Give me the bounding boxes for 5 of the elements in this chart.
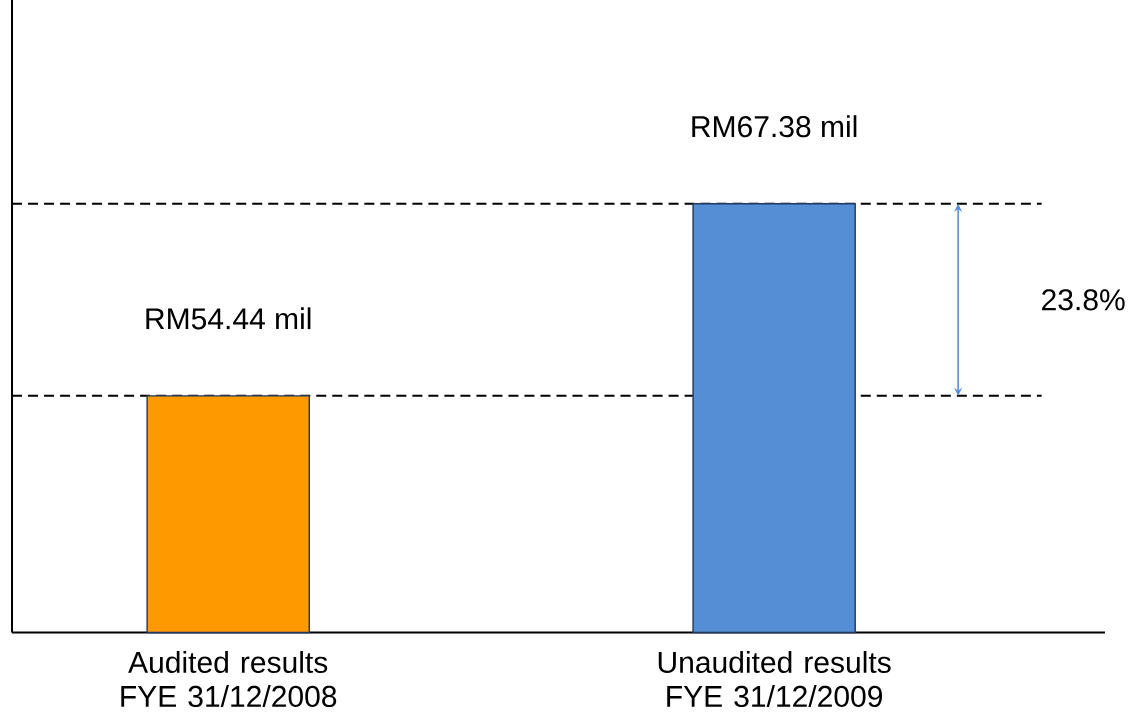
text: 23.8%: [1042, 289, 1125, 311]
x-tick-label: Unaudited results FYE 31/12/2009: [658, 651, 891, 708]
data-label: RM54.44 mil: [146, 307, 311, 330]
data-label: RM67.38 mil: [692, 115, 857, 138]
x-tick-label: Audited results FYE 31/12/2008: [121, 651, 337, 708]
